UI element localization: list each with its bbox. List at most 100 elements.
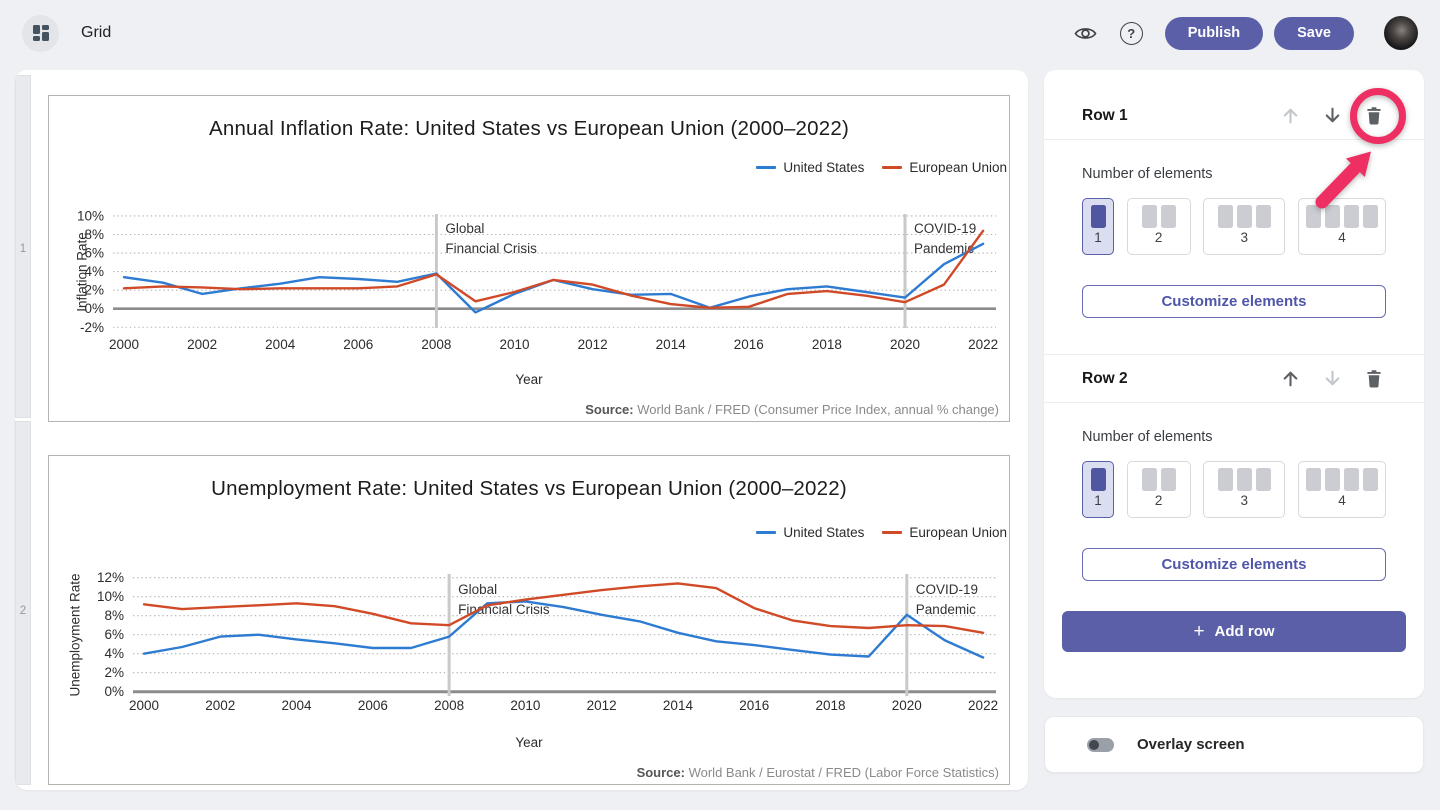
row-2-move-up-button[interactable] — [1278, 366, 1303, 391]
legend-item-european-union: European Union — [882, 525, 1007, 540]
x-tick-label: 2016 — [734, 337, 764, 352]
x-tick-label: 2010 — [499, 337, 529, 352]
legend-item-united-states: United States — [756, 160, 864, 175]
chart-title: Unemployment Rate: United States vs Euro… — [211, 477, 847, 500]
row-2-move-down-button[interactable] — [1320, 366, 1345, 391]
x-tick-label: 2002 — [187, 337, 217, 352]
row-1-elements-option-4[interactable]: 4 — [1297, 198, 1386, 255]
y-tick-label: 6% — [104, 627, 124, 642]
legend-line-swatch — [756, 166, 777, 169]
row-2-elements-option-1[interactable]: 1 — [1082, 461, 1114, 518]
x-tick-label: 2006 — [358, 698, 388, 713]
y-tick-label: 8% — [84, 227, 104, 242]
y-tick-label: 0% — [84, 301, 104, 316]
arrow-up-icon — [1283, 371, 1298, 387]
y-tick-label: 4% — [104, 646, 124, 661]
x-tick-label: 2010 — [510, 698, 540, 713]
x-tick-label: 2020 — [892, 698, 922, 713]
x-tick-label: 2022 — [968, 698, 998, 713]
y-tick-label: 4% — [84, 264, 104, 279]
series-line-european-union — [142, 582, 985, 635]
arrow-down-icon — [1325, 370, 1340, 386]
row-1-header: Row 1 — [1044, 92, 1424, 140]
help-button[interactable]: ? — [1119, 21, 1143, 45]
toggle-knob — [1089, 739, 1099, 750]
overlay-screen-label: Overlay screen — [1137, 736, 1245, 753]
legend-label: European Union — [909, 525, 1007, 540]
row-1-element-count-options: 1 2 3 4 — [1082, 198, 1386, 255]
row-1-delete-button[interactable] — [1362, 103, 1386, 128]
inflation-chart-plot: 10% 8% 6% 4% 2% 0% -2% 2000 2002 2004 2006 2008 2010… — [77, 208, 998, 352]
inflation-chart-element[interactable]: 10% 8% 6% 4% 2% 0% -2% 2000 2002 2004 2006 2008 2010… — [48, 95, 1010, 422]
chart-source: Source: World Bank / Eurostat / FRED (La… — [636, 765, 999, 780]
option-count-label: 3 — [1240, 493, 1249, 508]
row-1-gutter — [15, 75, 31, 418]
row-1-elements-option-2[interactable]: 2 — [1126, 198, 1191, 255]
x-tick-label: 2000 — [129, 698, 159, 713]
x-tick-label: 2012 — [587, 698, 617, 713]
row-2-title: Row 2 — [1082, 369, 1128, 387]
add-row-button[interactable]: + Add row — [1062, 611, 1406, 652]
chart-legend: United States European Union — [756, 160, 1007, 175]
overlay-screen-card: Overlay screen — [1044, 716, 1424, 773]
arrow-down-icon — [1325, 107, 1340, 123]
x-tick-label: 2008 — [421, 337, 451, 352]
series-line-united-states — [142, 600, 985, 659]
option-count-label: 3 — [1240, 230, 1249, 245]
x-tick-label: 2008 — [434, 698, 464, 713]
y-axis-label: Unemployment Rate — [67, 573, 83, 697]
legend-item-european-union: European Union — [882, 160, 1007, 175]
save-button[interactable]: Save — [1274, 16, 1354, 50]
row-2-delete-button[interactable] — [1362, 366, 1386, 391]
row-1-move-down-button[interactable] — [1320, 103, 1345, 128]
element-squares — [1217, 205, 1271, 228]
row-2-elements-option-3[interactable]: 3 — [1203, 461, 1286, 518]
event-annotation-text: COVID-19 — [916, 582, 978, 597]
legend-line-swatch — [756, 531, 777, 534]
y-tick-label: 12% — [97, 570, 124, 585]
layout-settings-panel: Row 1 — [1044, 70, 1424, 698]
legend-line-swatch — [882, 166, 903, 169]
row-1-elements-option-3[interactable]: 3 — [1203, 198, 1286, 255]
row-1-elements-option-1[interactable]: 1 — [1082, 198, 1114, 255]
event-annotation-text: Global — [458, 582, 497, 597]
x-tick-label: 2014 — [656, 337, 687, 352]
event-annotation-text: COVID-19 — [914, 221, 976, 236]
overlay-screen-toggle[interactable] — [1087, 737, 1114, 752]
row-1-customize-elements-button[interactable]: Customize elements — [1082, 285, 1386, 318]
grid-layout-icon — [32, 25, 49, 41]
trash-icon — [1367, 107, 1381, 125]
number-of-elements-label: Number of elements — [1082, 429, 1213, 445]
page-title: Grid — [81, 24, 112, 41]
avatar[interactable] — [1384, 16, 1418, 50]
element-squares — [1090, 468, 1106, 491]
y-tick-label: 6% — [84, 246, 104, 261]
row-1-move-up-button[interactable] — [1278, 103, 1303, 128]
preview-button[interactable] — [1073, 24, 1098, 43]
chart-legend: United States European Union — [756, 525, 1007, 540]
y-tick-label: -2% — [80, 320, 104, 335]
element-squares — [1141, 468, 1176, 491]
trash-icon — [1367, 370, 1381, 388]
y-tick-label: 10% — [97, 589, 124, 604]
row-2-element-count-options: 1 2 3 4 — [1082, 461, 1386, 518]
x-tick-label: 2016 — [739, 698, 769, 713]
event-annotation-text: Financial Crisis — [445, 241, 537, 256]
x-axis-label: Year — [515, 735, 543, 750]
series-line-united-states — [122, 242, 985, 314]
unemployment-chart-element[interactable]: 12% 10% 8% 6% 4% 2% 0% 2000 2002 2004 2006 2008 2010… — [48, 455, 1010, 785]
row-2-elements-option-4[interactable]: 4 — [1297, 461, 1386, 518]
publish-button[interactable]: Publish — [1164, 16, 1264, 50]
x-tick-label: 2020 — [890, 337, 920, 352]
y-axis-label: Inflation Rate — [74, 232, 90, 312]
event-annotation-text: Pandemic — [916, 602, 976, 617]
legend-item-united-states: United States — [756, 525, 864, 540]
row-2-elements-option-2[interactable]: 2 — [1126, 461, 1191, 518]
row-2-customize-elements-button[interactable]: Customize elements — [1082, 548, 1386, 581]
chart-source: Source: World Bank / FRED (Consumer Pric… — [585, 402, 999, 417]
element-squares — [1090, 205, 1106, 228]
option-count-label: 1 — [1094, 493, 1102, 508]
element-squares — [1217, 468, 1271, 491]
app-logo-button[interactable] — [22, 14, 59, 52]
series-line-european-union — [122, 229, 985, 310]
